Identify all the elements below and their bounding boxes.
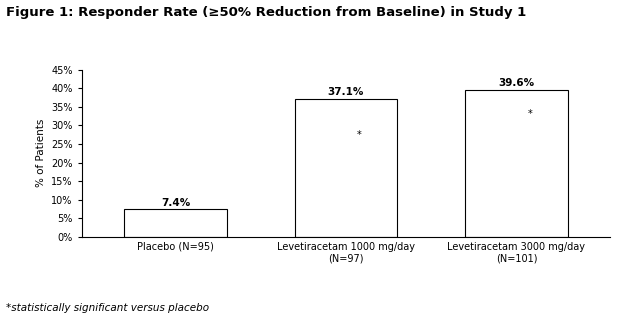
Text: 7.4%: 7.4% <box>161 198 190 208</box>
Bar <box>125 210 226 237</box>
Text: 37.1%: 37.1% <box>328 87 364 97</box>
Text: 39.6%: 39.6% <box>498 78 535 88</box>
Text: Figure 1: Responder Rate (≥50% Reduction from Baseline) in Study 1: Figure 1: Responder Rate (≥50% Reduction… <box>6 6 526 19</box>
Bar <box>295 99 397 237</box>
Bar <box>465 90 567 237</box>
Text: *: * <box>528 109 532 119</box>
Y-axis label: % of Patients: % of Patients <box>36 119 45 187</box>
Text: *: * <box>357 130 362 140</box>
Text: *statistically significant versus placebo: *statistically significant versus placeb… <box>6 303 209 313</box>
